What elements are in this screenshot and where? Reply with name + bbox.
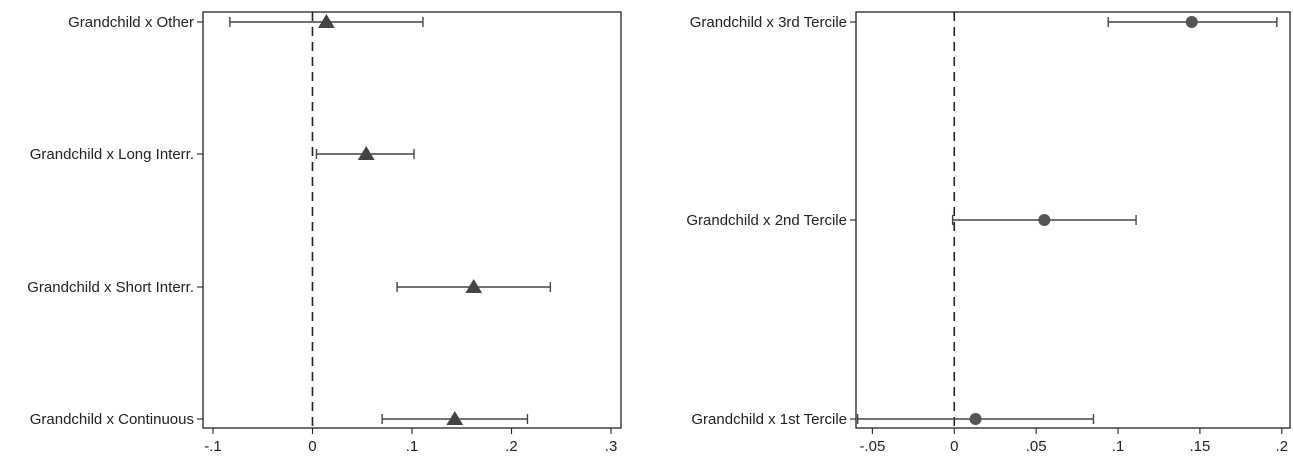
category-label: Grandchild x Short Interr. xyxy=(27,279,194,296)
category-label: Grandchild x 2nd Tercile xyxy=(686,212,847,229)
x-tick-label: .1 xyxy=(1112,438,1125,455)
category-label: Grandchild x 3rd Tercile xyxy=(690,14,847,31)
plot-frame xyxy=(202,11,622,429)
x-tick-label: .3 xyxy=(605,438,618,455)
category-label: Grandchild x Long Interr. xyxy=(30,146,194,163)
x-tick-label: .2 xyxy=(505,438,518,455)
x-tick-label: .2 xyxy=(1276,438,1289,455)
estimate-marker xyxy=(465,279,483,293)
x-tick-label: 0 xyxy=(308,438,316,455)
x-tick-label: -.1 xyxy=(204,438,222,455)
estimate-marker xyxy=(1185,16,1198,28)
x-tick-label: .05 xyxy=(1026,438,1047,455)
estimate-marker xyxy=(318,14,335,28)
x-tick-label: .15 xyxy=(1189,438,1210,455)
x-tick-label: 0 xyxy=(950,438,958,455)
estimate-marker xyxy=(969,413,982,425)
category-label: Grandchild x Other xyxy=(68,14,194,31)
estimate-marker xyxy=(1038,214,1051,226)
right-coefficient-panel: -.05 0 .05 .1 .15 .2 Grandchild x 3rd Tercile G… xyxy=(686,11,1291,455)
x-tick-label: .1 xyxy=(406,438,419,455)
x-tick-label: -.05 xyxy=(859,438,885,455)
estimate-marker xyxy=(446,411,464,425)
category-label: Grandchild x Continuous xyxy=(30,411,194,428)
category-label: Grandchild x 1st Tercile xyxy=(691,411,847,428)
estimate-marker xyxy=(357,146,375,160)
left-coefficient-panel: -.1 0 .1 .2 .3 Grandchild x Other Grandchild x… xyxy=(27,11,622,455)
